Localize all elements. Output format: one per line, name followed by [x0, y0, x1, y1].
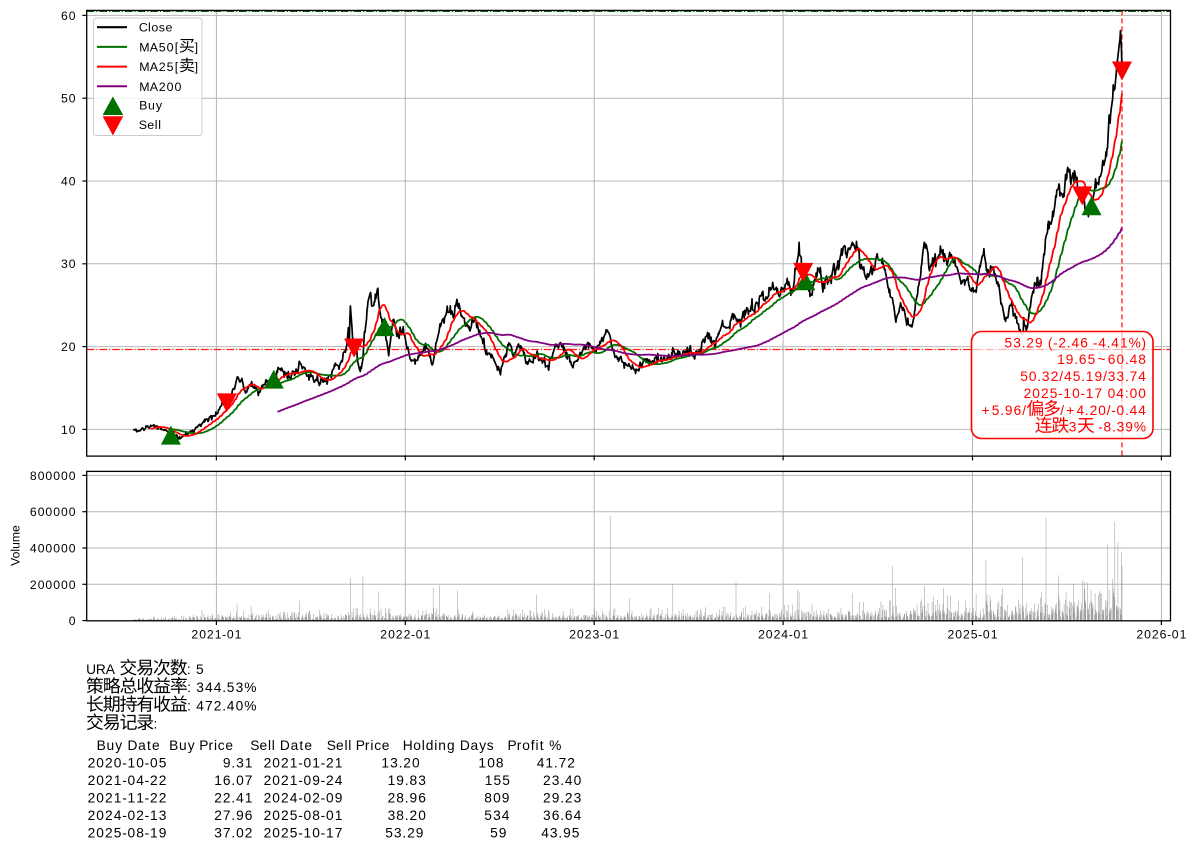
svg-text:2024-01: 2024-01 [758, 628, 808, 642]
svg-text:Holding: Holding [403, 738, 455, 753]
svg-text:59: 59 [490, 826, 506, 841]
svg-text:Sell: Sell [250, 738, 275, 753]
svg-text:9.31: 9.31 [223, 755, 253, 770]
svg-text:53.29: 53.29 [385, 826, 423, 841]
svg-text:13.20: 13.20 [381, 755, 420, 770]
svg-text:MA50[: MA50[ [139, 40, 179, 54]
svg-text:19.65~60.48: 19.65~60.48 [1057, 352, 1146, 367]
svg-text:MA200: MA200 [139, 80, 181, 94]
svg-text:600000: 600000 [30, 505, 76, 519]
svg-text:472.40%: 472.40% [196, 699, 256, 714]
svg-text:108: 108 [478, 755, 504, 770]
svg-text:Buy: Buy [139, 98, 163, 112]
svg-text:2021-01-21: 2021-01-21 [264, 755, 343, 770]
svg-text:2021-11-22: 2021-11-22 [88, 790, 167, 805]
svg-text:22.41: 22.41 [214, 790, 252, 805]
svg-text:19.83: 19.83 [388, 773, 427, 788]
svg-text:Sell: Sell [139, 118, 161, 132]
svg-text:40: 40 [61, 174, 76, 188]
svg-text:2025-10-17: 2025-10-17 [1024, 386, 1103, 401]
svg-text:29.23: 29.23 [543, 790, 582, 805]
svg-text:-8.39%: -8.39% [1098, 420, 1146, 435]
svg-text:Close: Close [139, 21, 173, 35]
svg-text:43.95: 43.95 [541, 826, 580, 841]
svg-text:Profit: Profit [508, 738, 544, 753]
svg-text:36.64: 36.64 [543, 808, 582, 823]
svg-text:Days: Days [460, 738, 494, 753]
svg-text:28.96: 28.96 [388, 790, 427, 805]
svg-text:MA25[: MA25[ [139, 60, 179, 74]
svg-text:200000: 200000 [30, 578, 76, 592]
svg-text:20: 20 [61, 340, 76, 354]
svg-text:/+4.20/-0.44: /+4.20/-0.44 [1060, 403, 1146, 418]
svg-text:2023-01: 2023-01 [569, 628, 619, 642]
svg-text:Sell: Sell [327, 738, 352, 753]
svg-text:Buy: Buy [97, 738, 123, 753]
svg-text:155: 155 [485, 773, 511, 788]
svg-text:2021-04-22: 2021-04-22 [88, 773, 167, 788]
svg-text:+5.96/: +5.96/ [982, 403, 1027, 418]
svg-text:50.32/45.19/33.74: 50.32/45.19/33.74 [1020, 369, 1146, 384]
svg-text::: : [187, 699, 191, 714]
svg-text:2025-10-17: 2025-10-17 [264, 826, 343, 841]
svg-text:]: ] [195, 40, 198, 54]
svg-text:800000: 800000 [30, 469, 76, 483]
svg-text:534: 534 [484, 808, 510, 823]
svg-text:23.40: 23.40 [543, 773, 582, 788]
svg-text:27.96: 27.96 [214, 808, 253, 823]
svg-text:3: 3 [1069, 420, 1077, 435]
svg-text:]: ] [195, 60, 198, 74]
svg-text:04:00: 04:00 [1108, 386, 1147, 401]
svg-text:809: 809 [484, 790, 509, 805]
svg-text:16.07: 16.07 [214, 773, 252, 788]
svg-text:60: 60 [61, 9, 76, 23]
svg-text:37.02: 37.02 [214, 826, 252, 841]
svg-text:2025-08-19: 2025-08-19 [88, 826, 167, 841]
svg-text::: : [187, 662, 191, 677]
svg-text:10: 10 [61, 423, 76, 437]
svg-text:344.53%: 344.53% [196, 680, 256, 695]
svg-text:Price: Price [356, 738, 390, 753]
svg-text:50: 50 [61, 92, 76, 106]
svg-text:Buy: Buy [169, 738, 195, 753]
svg-text:2021-01: 2021-01 [191, 628, 241, 642]
svg-text:2022-01: 2022-01 [380, 628, 430, 642]
svg-text:2021-09-24: 2021-09-24 [264, 773, 343, 788]
svg-text:2020-10-05: 2020-10-05 [88, 755, 167, 770]
svg-text:2024-02-13: 2024-02-13 [88, 808, 167, 823]
svg-text:-4.41%): -4.41%) [1093, 335, 1146, 350]
svg-text:41.72: 41.72 [537, 755, 575, 770]
svg-text:53.29: 53.29 [1005, 335, 1043, 350]
svg-text:URA: URA [86, 662, 116, 677]
svg-text:%: % [549, 738, 561, 753]
svg-text:2025-08-01: 2025-08-01 [264, 808, 343, 823]
svg-text:Price: Price [199, 738, 233, 753]
svg-text:400000: 400000 [30, 542, 76, 556]
svg-text:Volume: Volume [9, 525, 23, 566]
svg-text:0: 0 [69, 614, 76, 628]
svg-text:38.20: 38.20 [388, 808, 427, 823]
svg-text:2025-01: 2025-01 [948, 628, 998, 642]
svg-text::: : [187, 680, 191, 695]
svg-text:30: 30 [61, 257, 76, 271]
svg-text:5: 5 [196, 662, 204, 677]
svg-text:2024-02-09: 2024-02-09 [264, 790, 343, 805]
svg-text:Date: Date [280, 738, 313, 753]
svg-text::: : [154, 717, 158, 732]
svg-text:2026-01: 2026-01 [1136, 628, 1186, 642]
svg-text:Date: Date [128, 738, 161, 753]
svg-text:(-2.46: (-2.46 [1048, 335, 1088, 350]
